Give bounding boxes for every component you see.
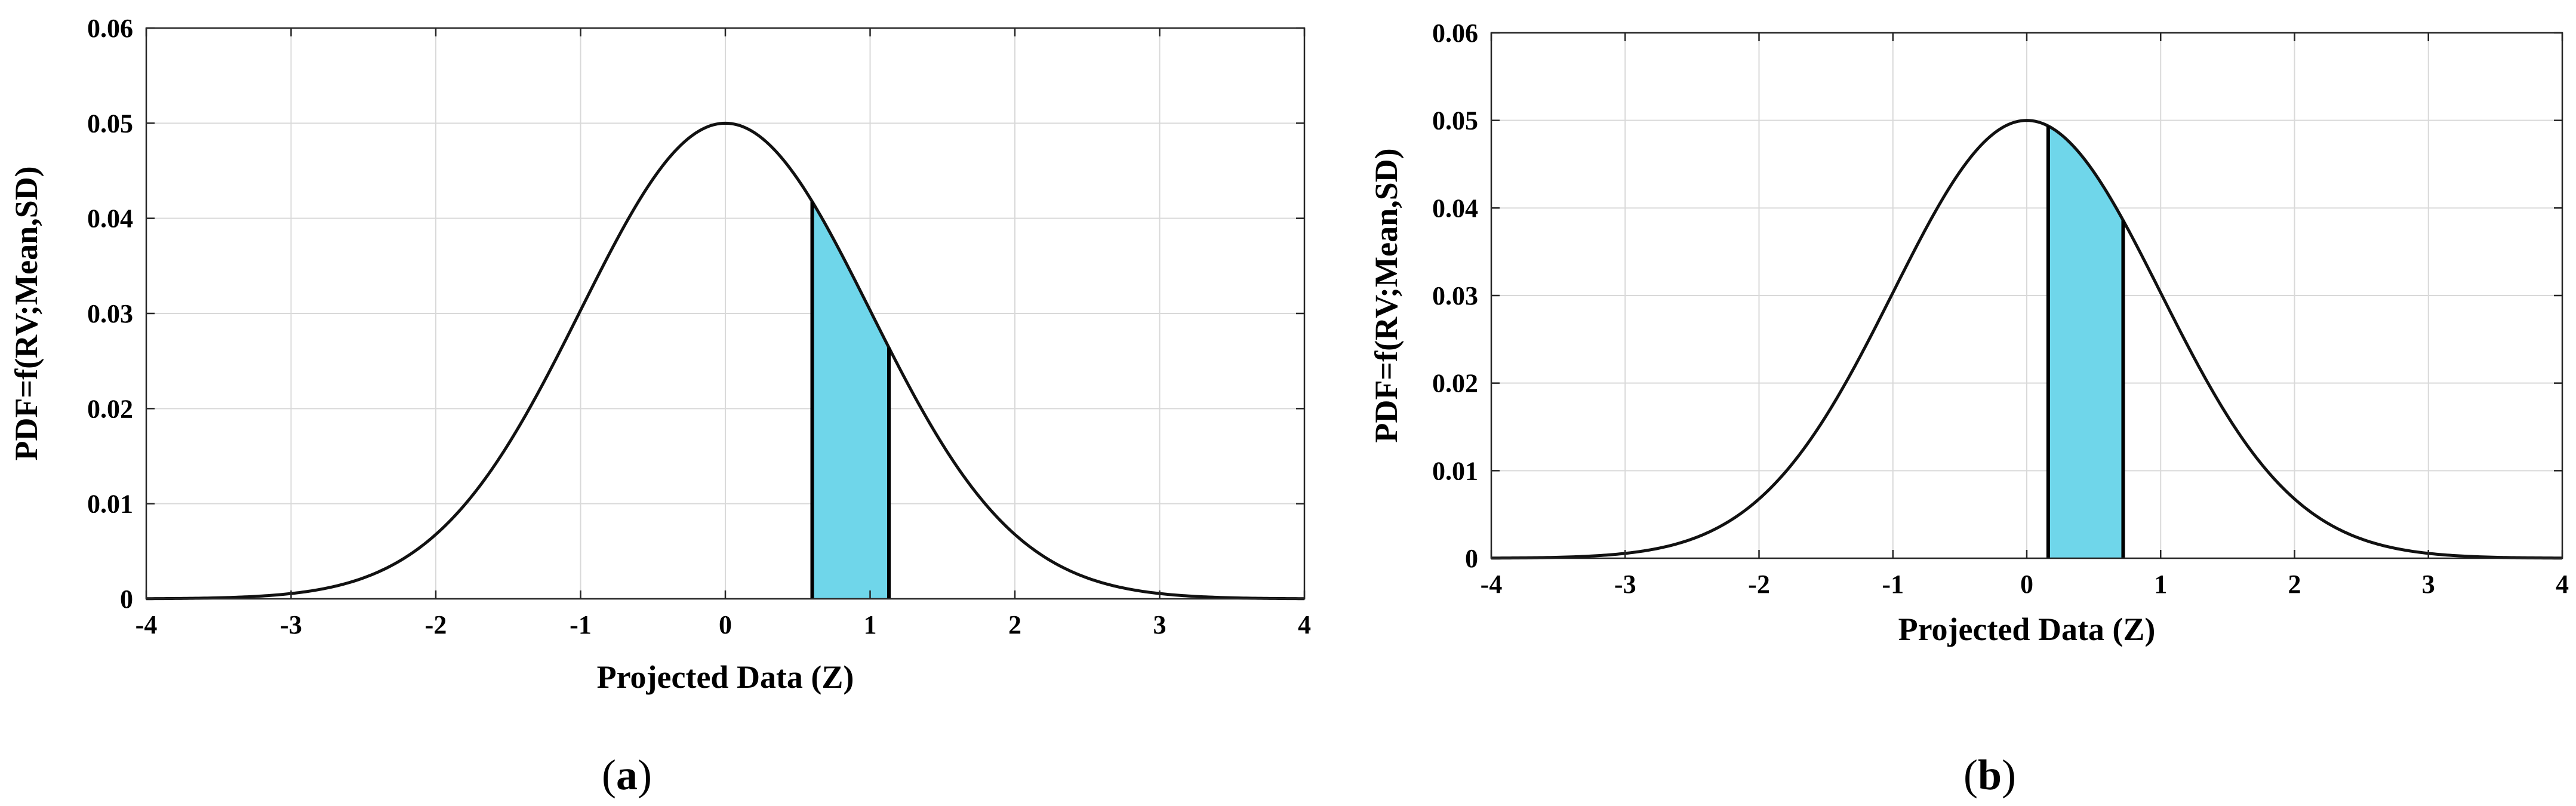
- x-tick-label: 4: [2556, 570, 2569, 599]
- y-axis-label: PDF=f(RV;Mean,SD): [8, 166, 44, 460]
- x-tick-label: -3: [1614, 570, 1636, 599]
- y-tick-label: 0.02: [1432, 369, 1478, 398]
- grid-lines: [146, 28, 1304, 599]
- y-tick-label: 0.04: [1432, 193, 1478, 223]
- x-tick-label: 2: [2288, 570, 2301, 599]
- y-tick-label: 0.06: [1432, 19, 1478, 48]
- panel-label-open: (: [602, 751, 616, 799]
- x-tick-label: 1: [2154, 570, 2167, 599]
- y-tick-label: 0.03: [1432, 281, 1478, 310]
- y-tick-label: 0.05: [1432, 106, 1478, 136]
- shaded-area: [812, 201, 890, 599]
- y-tick-label: 0: [1465, 544, 1478, 573]
- x-axis-label: Projected Data (Z): [597, 659, 854, 695]
- x-tick-label: 0: [2020, 570, 2033, 599]
- grid-lines: [1491, 33, 2562, 558]
- y-tick-label: 0.01: [87, 490, 133, 519]
- x-tick-label: 3: [2422, 570, 2435, 599]
- chart-panel-a: -4 -3 -2 -1 0 1 2 3 4 00.010.020.030.040.050.06 …: [8, 14, 1311, 799]
- panel-label-close: ): [638, 751, 652, 799]
- x-tick-label: 2: [1008, 610, 1021, 639]
- panel-label-open: (: [1963, 751, 1978, 799]
- y-tick-label: 0.05: [87, 109, 133, 138]
- y-tick-label: 0.06: [87, 14, 133, 43]
- x-tick-label: 1: [864, 610, 877, 639]
- x-tick-label: 3: [1153, 610, 1167, 639]
- x-tick-label: -2: [425, 610, 447, 639]
- panel-label-letter: a: [616, 751, 638, 799]
- y-tick-label: 0: [120, 584, 133, 614]
- chart-panel-b: -4 -3 -2 -1 0 1 2 3 4 00.010.020.030.040.050.06 …: [1368, 19, 2569, 799]
- y-axis-label: PDF=f(RV;Mean,SD): [1368, 148, 1404, 442]
- y-tick-label: 0.02: [87, 394, 133, 423]
- x-tick-label: -1: [1882, 570, 1904, 599]
- tick-marks: [145, 27, 1306, 600]
- normal-pdf-curve: [1491, 119, 2563, 560]
- y-tick-labels: 0 0.01 0.02 0.03 0.04 0.05 0.06: [87, 14, 133, 614]
- x-tick-labels: -4 -3 -2 -1 0 1 2 3 4: [1481, 570, 2569, 599]
- x-tick-label: -4: [136, 610, 158, 639]
- shaded-area: [2048, 125, 2123, 559]
- x-axis-label: Projected Data (Z): [1898, 611, 2156, 647]
- x-tick-label: -4: [1481, 570, 1503, 599]
- panel-label-a: (a): [602, 751, 652, 799]
- x-tick-labels: -4 -3 -2 -1 0 1 2 3 4: [136, 610, 1311, 639]
- x-tick-label: -2: [1748, 570, 1770, 599]
- x-tick-label: 0: [719, 610, 732, 639]
- normal-pdf-curve: [146, 121, 1305, 601]
- y-tick-labels: 0 0.01 0.02 0.03 0.04 0.05 0.06: [1432, 19, 1478, 573]
- tick-marks: [1490, 32, 2563, 559]
- y-tick-label: 0.03: [87, 299, 133, 328]
- panel-label-letter: b: [1978, 751, 2002, 799]
- y-tick-label: 0.01: [1432, 456, 1478, 485]
- x-tick-label: 4: [1298, 610, 1311, 639]
- panel-label-b: (b): [1963, 751, 2016, 799]
- panel-label-close: ): [2002, 751, 2016, 799]
- x-tick-label: -3: [280, 610, 302, 639]
- x-tick-label: -1: [570, 610, 592, 639]
- y-tick-label: 0.04: [87, 204, 133, 233]
